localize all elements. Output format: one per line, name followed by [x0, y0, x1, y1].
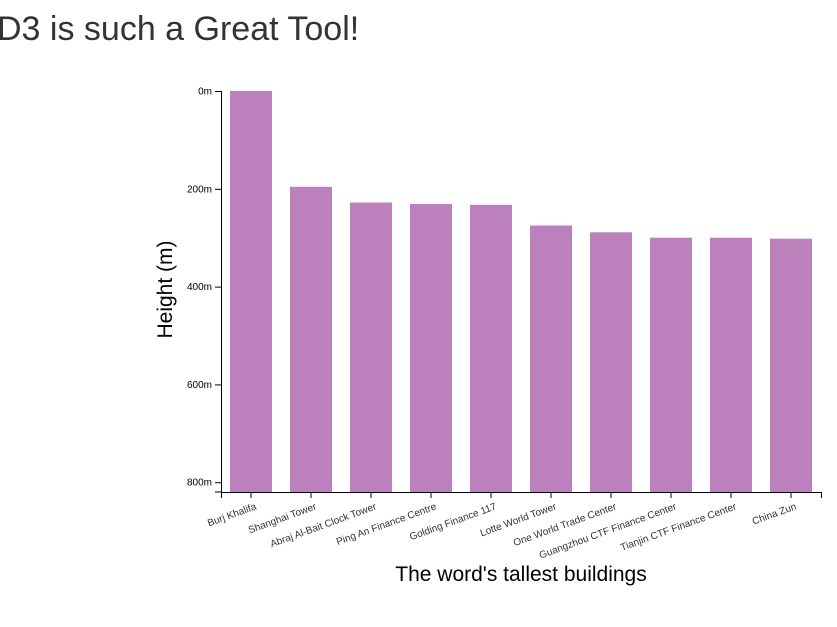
- bar-2: [350, 202, 392, 492]
- bar-6: [590, 232, 632, 493]
- y-tick-label: 600m: [187, 380, 212, 391]
- bar-3: [410, 204, 452, 492]
- y-tick-label: 200m: [187, 184, 212, 195]
- y-tick-label: 400m: [187, 282, 212, 293]
- page-title: D3 is such a Great Tool!: [0, 10, 360, 48]
- y-axis-title: Height (m): [154, 240, 177, 338]
- bar-8: [710, 237, 752, 492]
- x-axis-line: [221, 492, 822, 498]
- x-tick-label: Abraj Al-Bait Clock Tower: [269, 501, 379, 550]
- bar-1: [290, 186, 332, 493]
- y-axis: 0m 200m 400m 600m 800m: [187, 87, 222, 493]
- bar-4: [470, 204, 512, 492]
- x-tick-label: Tianjin CTF Finance Center: [619, 501, 738, 553]
- bar-9: [770, 238, 812, 492]
- x-axis-title: The word's tallest buildings: [395, 563, 646, 586]
- x-tick-label: China Zun: [751, 501, 798, 527]
- bar-5: [530, 225, 572, 492]
- y-tick-label: 0m: [198, 87, 212, 98]
- bars-group: [230, 91, 812, 493]
- y-axis-line: [215, 91, 222, 493]
- bar-0: [230, 91, 272, 492]
- bar-7: [650, 237, 692, 492]
- y-tick-label: 800m: [187, 478, 212, 489]
- x-tick-label: Ping An Finance Centre: [335, 501, 438, 548]
